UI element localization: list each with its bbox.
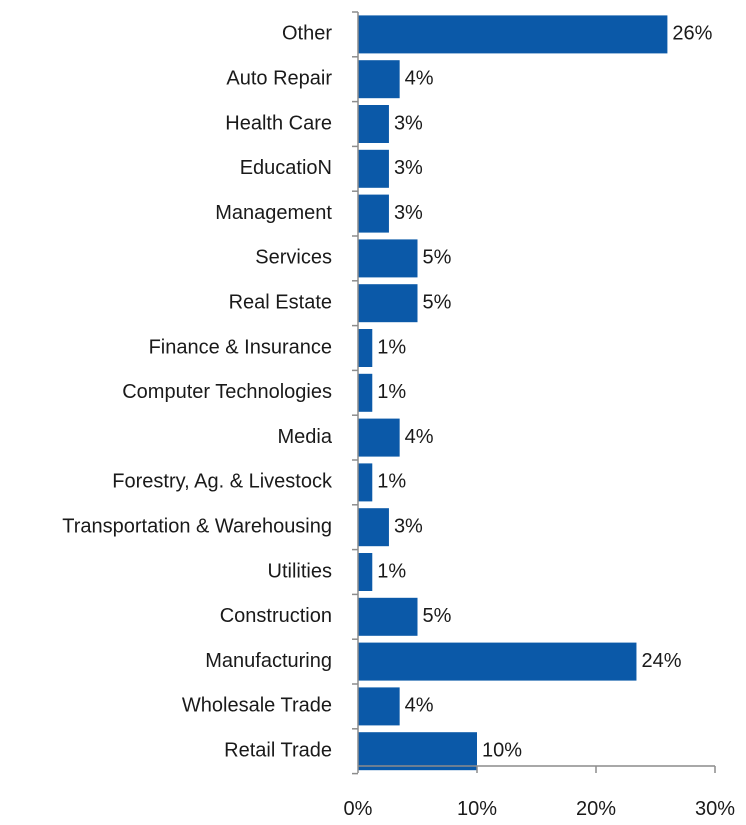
bar-1 — [358, 60, 400, 99]
category-label-4: Management — [215, 202, 332, 224]
bar-16 — [358, 732, 477, 771]
bar-5 — [358, 239, 418, 278]
x-tick-label-0: 0% — [344, 798, 373, 820]
category-label-0: Other — [282, 23, 332, 45]
value-label-1: 4% — [405, 67, 434, 89]
category-label-15: Wholesale Trade — [182, 695, 332, 717]
value-label-8: 1% — [377, 381, 406, 403]
bar-11 — [358, 508, 389, 547]
category-label-5: Services — [255, 247, 332, 269]
value-label-0: 26% — [672, 23, 712, 45]
category-label-12: Utilities — [268, 560, 332, 582]
bar-7 — [358, 329, 373, 367]
category-label-1: Auto Repair — [226, 67, 332, 89]
category-label-2: Health Care — [225, 112, 332, 134]
bar-13 — [358, 597, 418, 636]
bar-9 — [358, 418, 400, 457]
bar-6 — [358, 284, 418, 323]
value-label-14: 24% — [641, 650, 681, 672]
value-label-10: 1% — [377, 471, 406, 493]
bar-15 — [358, 687, 400, 726]
x-tick-label-1: 10% — [457, 798, 497, 820]
value-label-6: 5% — [423, 291, 452, 313]
bar-0 — [358, 15, 668, 54]
category-label-8: Computer Technologies — [122, 381, 332, 403]
bar-12 — [358, 553, 373, 591]
bar-3 — [358, 149, 389, 188]
category-label-6: Real Estate — [229, 291, 332, 313]
x-axis-tick-labels: 0% 10% 20% 30% — [344, 798, 736, 820]
category-label-11: Transportation & Warehousing — [62, 515, 332, 537]
category-label-13: Construction — [220, 605, 332, 627]
bar-2 — [358, 105, 389, 143]
category-label-14: Manufacturing — [205, 650, 332, 672]
bar-14 — [358, 642, 637, 681]
category-label-9: Media — [278, 426, 333, 448]
value-label-12: 1% — [377, 560, 406, 582]
value-label-2: 3% — [394, 112, 423, 134]
value-label-7: 1% — [377, 336, 406, 358]
category-label-7: Finance & Insurance — [149, 336, 332, 358]
x-axis-ticks — [352, 11, 716, 775]
value-label-4: 3% — [394, 202, 423, 224]
category-label-3: EducatioN — [240, 157, 332, 179]
value-label-11: 3% — [394, 515, 423, 537]
category-label-16: Retail Trade — [224, 739, 332, 761]
x-tick-label-3: 30% — [695, 798, 735, 820]
value-label-5: 5% — [423, 247, 452, 269]
value-label-13: 5% — [423, 605, 452, 627]
bars-group — [358, 15, 668, 771]
bar-10 — [358, 463, 373, 502]
value-label-15: 4% — [405, 695, 434, 717]
bar-4 — [358, 194, 389, 233]
value-label-3: 3% — [394, 157, 423, 179]
bar-8 — [358, 373, 373, 412]
value-labels: 26% 4% 3% 3% 3% 5% 5% 1% 1% 4% 1% 3% 1% 5% 24% 4% 10% — [377, 23, 712, 762]
category-labels: Other Auto Repair Health Care EducatioN Mana… — [62, 23, 333, 762]
value-label-16: 10% — [482, 739, 522, 761]
value-label-9: 4% — [405, 426, 434, 448]
category-label-10: Forestry, Ag. & Livestock — [112, 471, 333, 493]
x-tick-label-2: 20% — [576, 798, 616, 820]
